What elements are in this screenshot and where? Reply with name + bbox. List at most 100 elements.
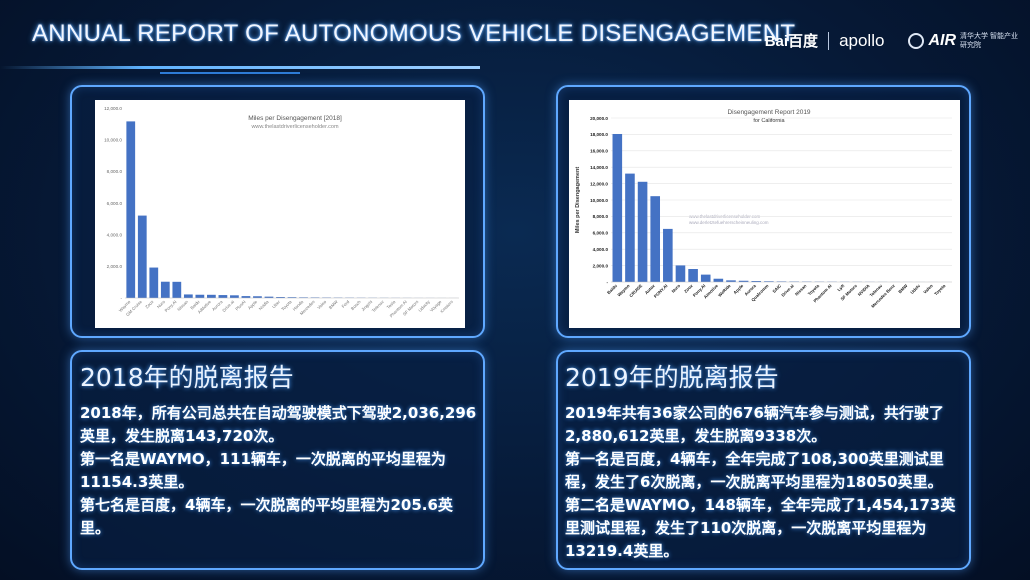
paragraph: 第一名是百度，4辆车，全年完成了108,300英里测试里程，发生了6次脱离，一次…: [565, 450, 944, 491]
tsinghua-seal-icon: [908, 32, 925, 49]
chart-subtitle: for California: [753, 118, 785, 124]
report-text-2018: 2018年，所有公司总共在自动驾驶模式下驾驶2,036,296英里，发生脱离14…: [80, 402, 478, 540]
x-tick-label: Nissan: [794, 283, 808, 297]
y-tick-label: 12,000.0: [590, 181, 608, 186]
bar: [230, 295, 239, 298]
chart-title: Disengagement Report 2019: [727, 109, 810, 116]
bar: [738, 280, 749, 282]
y-tick-label: 10,000.0: [590, 198, 608, 203]
x-tick-label: Zoox: [683, 283, 694, 294]
bar: [241, 296, 251, 298]
bar: [625, 173, 635, 282]
bar: [207, 294, 216, 298]
page-title: ANNUAL REPORT OF AUTONOMOUS VEHICLE DISE…: [32, 20, 796, 47]
baidu-logo: Bai百度: [764, 33, 819, 50]
chart-panel-2018: Miles per Disengagement [2018] www.thelas…: [70, 85, 485, 338]
x-tick-label: Aimotive: [703, 283, 720, 300]
bar: [276, 297, 285, 298]
x-tick-label: Apple: [247, 299, 259, 311]
chart-2018-svg: Miles per Disengagement [2018] www.thelas…: [104, 106, 459, 318]
x-tick-label: Telenav: [371, 299, 386, 314]
bar: [126, 121, 136, 298]
bar: [650, 196, 661, 282]
x-tick-label: Uber: [271, 299, 282, 310]
paragraph: 2019年共有36家公司的676辆汽车参与测试，共行驶了2,880,612英里，…: [565, 404, 944, 445]
y-tick-label: -: [120, 296, 122, 301]
x-tick-label: Lyft: [836, 283, 845, 292]
y-tick-label: 4,000.0: [593, 247, 609, 252]
x-tick-label: WeRide: [717, 283, 732, 298]
y-tick-label: 18,000.0: [590, 132, 608, 137]
x-tick-label: Baidu: [189, 299, 201, 311]
paragraph: 2018年，所有公司总共在自动驾驶模式下驾驶2,036,296英里，发生脱离14…: [80, 404, 477, 445]
bar: [726, 280, 736, 282]
title-underline: [0, 66, 480, 69]
y-tick-label: 2,000.0: [107, 264, 123, 269]
air-logo-text: AIR: [928, 31, 956, 49]
bar: [637, 181, 648, 282]
bar: [764, 281, 774, 282]
x-tick-label: PONY.AI: [653, 283, 669, 299]
x-tick-label: Toyota: [280, 299, 293, 312]
report-text-2019: 2019年共有36家公司的676辆汽车参与测试，共行驶了2,880,612英里，…: [565, 402, 965, 563]
x-tick-label: Nuro: [671, 283, 682, 294]
chart-2019-svg: Disengagement Report 2019 for California w…: [575, 109, 952, 309]
y-tick-label: -: [606, 280, 608, 285]
x-tick-label: BMW: [897, 283, 909, 295]
y-tick-label: 10,000.0: [104, 137, 122, 142]
bar: [172, 281, 182, 298]
y-axis-label: Miles per Disengagement: [575, 167, 581, 233]
chart-panel-2019: Disengagement Report 2019 for California w…: [556, 85, 971, 338]
text-panel-2018: [70, 350, 485, 570]
bar: [218, 295, 228, 298]
y-tick-label: 20,000.0: [590, 116, 608, 121]
y-tick-label: 16,000.0: [590, 149, 608, 154]
chart-subtitle: www.thelastdriverlicenseholder.com: [250, 124, 339, 130]
paragraph: 第二名是WAYMO，148辆车，全年完成了1,454,173英里测试里程，发生了…: [565, 496, 956, 560]
x-tick-label: AIMotive: [197, 299, 213, 315]
y-tick-label: 6,000.0: [107, 201, 123, 206]
bar: [751, 281, 762, 282]
bar: [612, 133, 623, 282]
x-tick-label: Nvidia: [258, 299, 270, 311]
air-logo-subtitle: 清华大学 智能产业研究院: [960, 32, 1018, 49]
bar: [688, 269, 698, 282]
y-tick-label: 14,000.0: [590, 165, 608, 170]
chart-2018: Miles per Disengagement [2018] www.thelas…: [95, 100, 465, 328]
logo-divider: [828, 31, 830, 50]
chart-2019: Disengagement Report 2019 for California w…: [569, 100, 960, 328]
y-tick-label: 6,000.0: [593, 231, 609, 236]
x-tick-label: Drive.ai: [780, 283, 795, 298]
bar: [663, 228, 673, 282]
air-logo: AIR 清华大学 智能产业研究院: [908, 32, 1020, 50]
x-tick-label: Tesla: [386, 299, 397, 310]
x-tick-label: Nuro: [156, 299, 167, 310]
x-tick-label: Drive.ai: [221, 299, 235, 313]
bar: [183, 294, 193, 298]
x-tick-label: Zoox: [144, 299, 155, 310]
paragraph: 第七名是百度，4辆车，一次脱离的平均里程为205.6英里。: [80, 496, 453, 537]
x-tick-label: Valeo: [316, 299, 328, 311]
bar: [137, 215, 147, 298]
bar: [299, 297, 308, 298]
x-tick-label: CRUISE: [628, 283, 643, 298]
x-tick-label: Toyota: [933, 283, 947, 297]
chart-watermark: www.derletztefuehrerscheinneuling.com: [689, 220, 769, 225]
chart-title: Miles per Disengagement [2018]: [248, 115, 342, 122]
y-tick-label: 8,000.0: [107, 169, 123, 174]
x-tick-label: Xmotors: [439, 299, 454, 314]
bar: [160, 281, 170, 298]
x-tick-label: Udelv: [909, 283, 921, 295]
y-tick-label: 2,000.0: [593, 263, 609, 268]
y-tick-label: 12,000.0: [104, 106, 122, 111]
x-tick-label: BMW: [328, 299, 340, 311]
y-tick-label: 4,000.0: [107, 232, 123, 237]
x-tick-label: Ford: [341, 299, 351, 309]
bar: [149, 267, 159, 298]
section-heading-2018: 2018年的脱离报告: [80, 363, 294, 392]
bar: [675, 265, 686, 282]
x-tick-label: PlusAI: [234, 299, 246, 311]
bar: [195, 294, 205, 298]
bar: [287, 297, 297, 298]
bar: [700, 274, 711, 282]
